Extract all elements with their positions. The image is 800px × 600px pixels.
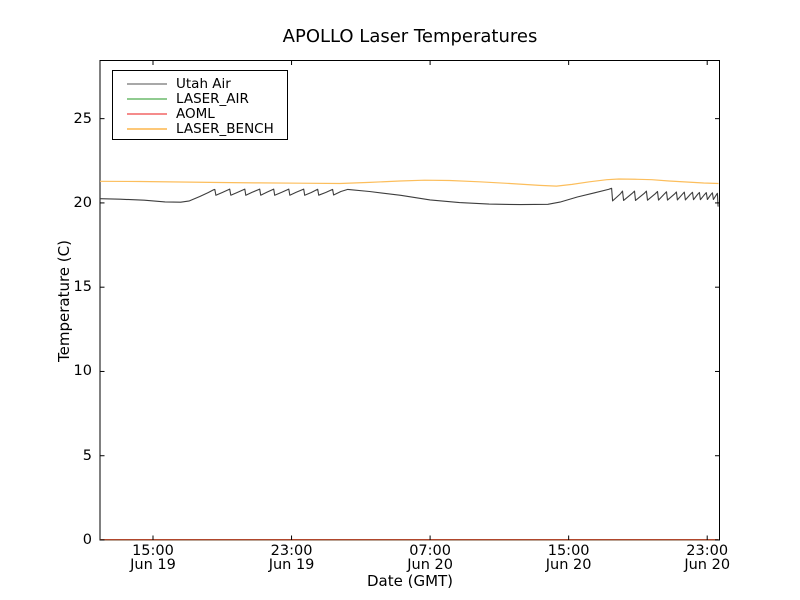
x-tick-date: Jun 19 [130, 557, 176, 573]
x-tick-label: 15:00 Jun 19 [108, 543, 198, 573]
x-tick-date: Jun 20 [684, 557, 731, 573]
legend-label: LASER_BENCH [176, 120, 274, 137]
legend-line-swatch [127, 97, 167, 100]
series-line-utah-air [99, 187, 719, 207]
x-tick-time: 07:00 [409, 543, 451, 559]
legend: Utah Air LASER_AIR AOML LASER_BENCH [112, 70, 288, 140]
x-tick-label: 23:00 Jun 20 [662, 543, 752, 573]
y-tick-label: 15 [73, 279, 92, 296]
legend-line-swatch [127, 112, 167, 115]
y-tick-label: 10 [73, 363, 92, 380]
x-tick-time: 15:00 [132, 543, 174, 559]
x-tick-date: Jun 20 [545, 557, 592, 573]
legend-item: LASER_BENCH [113, 120, 287, 137]
y-tick-label: 20 [73, 194, 92, 211]
x-tick-label: 23:00 Jun 19 [247, 543, 337, 573]
y-tick-label: 5 [82, 447, 92, 464]
x-tick-label: 07:00 Jun 20 [385, 543, 475, 573]
legend-line-swatch [127, 82, 167, 85]
legend-label: LASER_AIR [176, 90, 249, 107]
x-tick-time: 23:00 [686, 543, 729, 559]
x-tick-label: 15:00 Jun 20 [524, 543, 614, 573]
x-tick-time: 23:00 [270, 543, 313, 559]
chart-title: APOLLO Laser Temperatures [282, 26, 538, 47]
series-line-laser-bench [99, 178, 719, 187]
x-tick-date: Jun 19 [268, 557, 315, 573]
legend-item: LASER_AIR [113, 90, 287, 107]
legend-label: Utah Air [176, 75, 231, 92]
legend-item: Utah Air [113, 75, 287, 92]
x-tick-date: Jun 20 [407, 557, 453, 573]
y-tick-label: 25 [73, 110, 92, 127]
x-axis-label: Date (GMT) [366, 572, 454, 590]
legend-label: AOML [176, 105, 215, 122]
legend-item: AOML [113, 105, 287, 122]
y-tick-label: 0 [82, 532, 92, 548]
legend-line-swatch [127, 127, 167, 130]
x-tick-time: 15:00 [547, 543, 590, 559]
